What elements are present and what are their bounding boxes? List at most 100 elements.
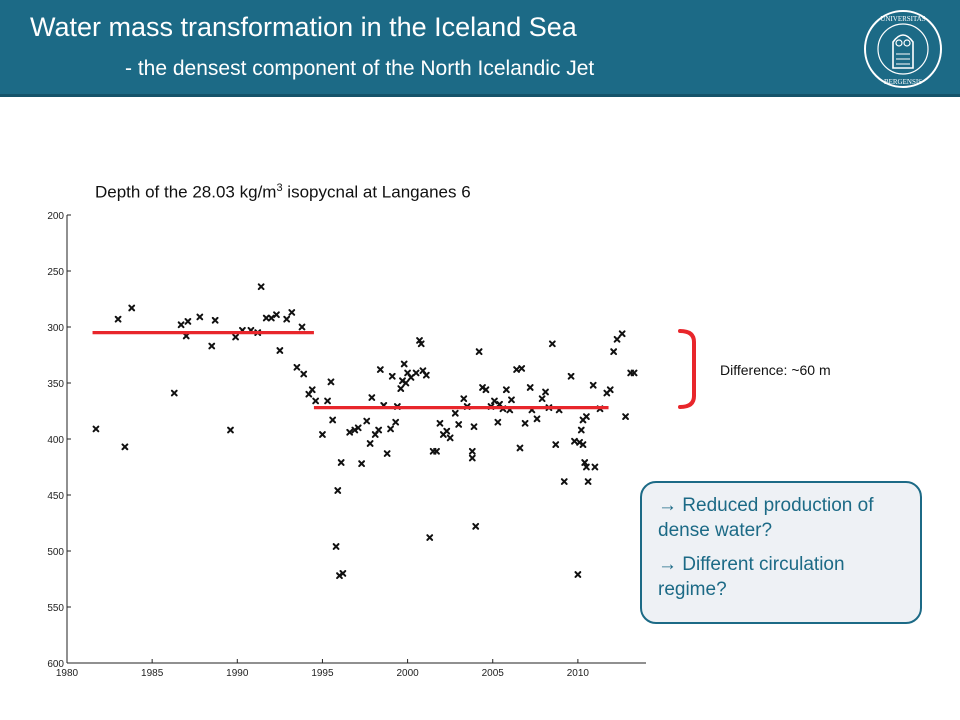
data-point-marker bbox=[513, 366, 520, 373]
x-tick-label: 1980 bbox=[56, 668, 79, 679]
y-tick-label: 200 bbox=[47, 211, 64, 222]
data-point-marker bbox=[574, 571, 582, 578]
data-point-marker bbox=[475, 348, 483, 356]
data-point-marker bbox=[383, 450, 391, 457]
data-point-marker bbox=[114, 315, 122, 323]
data-point-marker bbox=[582, 413, 590, 420]
data-point-marker bbox=[581, 459, 589, 466]
y-tick-label: 250 bbox=[47, 267, 64, 278]
data-point-marker bbox=[337, 459, 345, 466]
data-point-marker bbox=[273, 311, 280, 319]
data-point-marker bbox=[567, 372, 575, 380]
data-point-marker bbox=[366, 440, 374, 447]
x-tick-label: 1990 bbox=[226, 668, 249, 679]
data-point-marker bbox=[443, 427, 451, 435]
data-point-marker bbox=[472, 522, 480, 530]
y-tick-label: 600 bbox=[47, 659, 64, 670]
data-point-marker bbox=[375, 426, 383, 434]
data-point-marker bbox=[468, 454, 476, 462]
svg-text:BERGENSIS: BERGENSIS bbox=[884, 78, 922, 86]
data-point-marker bbox=[455, 421, 463, 428]
data-point-marker bbox=[392, 418, 400, 426]
data-point-marker bbox=[542, 388, 549, 396]
data-point-marker bbox=[184, 318, 192, 325]
y-tick-label: 500 bbox=[47, 547, 64, 558]
data-point-marker bbox=[288, 309, 296, 316]
chart-title-prefix: Depth of the 28.03 kg/m bbox=[95, 182, 277, 202]
data-point-marker bbox=[128, 304, 136, 312]
data-point-marker bbox=[407, 374, 415, 381]
callout-line-1: → Reduced production of dense water? bbox=[658, 495, 874, 541]
data-point-marker bbox=[332, 543, 340, 550]
data-point-marker bbox=[92, 425, 100, 433]
university-seal-logo: UNIVERSITAS BERGENSIS bbox=[864, 10, 942, 88]
data-point-marker bbox=[610, 348, 618, 356]
difference-bracket bbox=[678, 329, 696, 409]
data-point-marker bbox=[579, 441, 587, 448]
header-bar: Water mass transformation in the Iceland… bbox=[0, 0, 960, 97]
data-point-marker bbox=[618, 330, 626, 338]
data-point-marker bbox=[334, 487, 342, 494]
data-point-marker bbox=[606, 386, 614, 394]
data-point-marker bbox=[329, 416, 337, 424]
data-point-marker bbox=[208, 342, 216, 350]
data-point-marker bbox=[538, 395, 546, 403]
data-point-marker bbox=[494, 418, 502, 426]
slide-subtitle: - the densest component of the North Ice… bbox=[125, 57, 595, 80]
data-point-marker bbox=[267, 314, 275, 322]
data-point-marker bbox=[577, 426, 585, 434]
data-point-marker bbox=[591, 463, 599, 471]
data-point-marker bbox=[630, 369, 638, 377]
data-point-marker bbox=[388, 372, 396, 380]
slide-title: Water mass transformation in the Iceland… bbox=[30, 12, 577, 42]
data-point-marker bbox=[468, 447, 476, 455]
chart-title-superscript: 3 bbox=[276, 182, 283, 194]
data-point-marker bbox=[613, 335, 621, 343]
data-point-marker bbox=[417, 340, 425, 348]
data-point-marker bbox=[300, 370, 308, 378]
x-tick-label: 1995 bbox=[311, 668, 334, 679]
y-tick-label: 550 bbox=[47, 603, 64, 614]
data-point-marker bbox=[363, 417, 371, 425]
data-point-marker bbox=[327, 378, 335, 386]
x-tick-label: 1985 bbox=[141, 668, 164, 679]
data-point-marker bbox=[121, 443, 129, 451]
y-tick-label: 450 bbox=[47, 491, 64, 502]
data-point-marker bbox=[400, 360, 408, 368]
data-point-marker bbox=[312, 397, 320, 405]
data-point-marker bbox=[376, 366, 384, 373]
data-point-marker bbox=[482, 386, 490, 394]
data-point-marker bbox=[324, 397, 331, 405]
data-point-marker bbox=[491, 397, 498, 405]
data-point-marker bbox=[582, 463, 590, 471]
data-point-marker bbox=[502, 386, 510, 394]
chart-title-suffix: isopycnal at Langanes 6 bbox=[282, 182, 471, 202]
data-point-marker bbox=[451, 409, 459, 417]
data-point-marker bbox=[368, 394, 376, 401]
y-tick-label: 300 bbox=[47, 323, 64, 334]
data-point-marker bbox=[232, 333, 239, 341]
y-tick-label: 400 bbox=[47, 435, 64, 446]
data-point-marker bbox=[346, 428, 354, 436]
difference-label: Difference: ~60 m bbox=[720, 362, 831, 378]
data-point-marker bbox=[358, 460, 366, 468]
data-point-marker bbox=[589, 381, 597, 389]
data-point-marker bbox=[584, 478, 592, 485]
data-point-marker bbox=[283, 315, 291, 323]
data-point-marker bbox=[422, 371, 430, 379]
data-point-marker bbox=[436, 419, 444, 427]
data-point-marker bbox=[298, 323, 306, 331]
data-point-marker bbox=[276, 347, 284, 354]
data-point-marker bbox=[552, 441, 560, 448]
data-point-marker bbox=[196, 313, 204, 321]
data-point-marker bbox=[521, 419, 529, 427]
data-point-marker bbox=[387, 425, 394, 433]
data-point-marker bbox=[308, 386, 316, 394]
data-point-marker bbox=[339, 570, 347, 577]
data-point-marker bbox=[227, 426, 234, 434]
callout-box: → Reduced production of dense water? → D… bbox=[640, 481, 922, 624]
data-point-marker bbox=[177, 321, 185, 329]
data-point-marker bbox=[518, 365, 526, 372]
data-point-marker bbox=[622, 413, 629, 420]
